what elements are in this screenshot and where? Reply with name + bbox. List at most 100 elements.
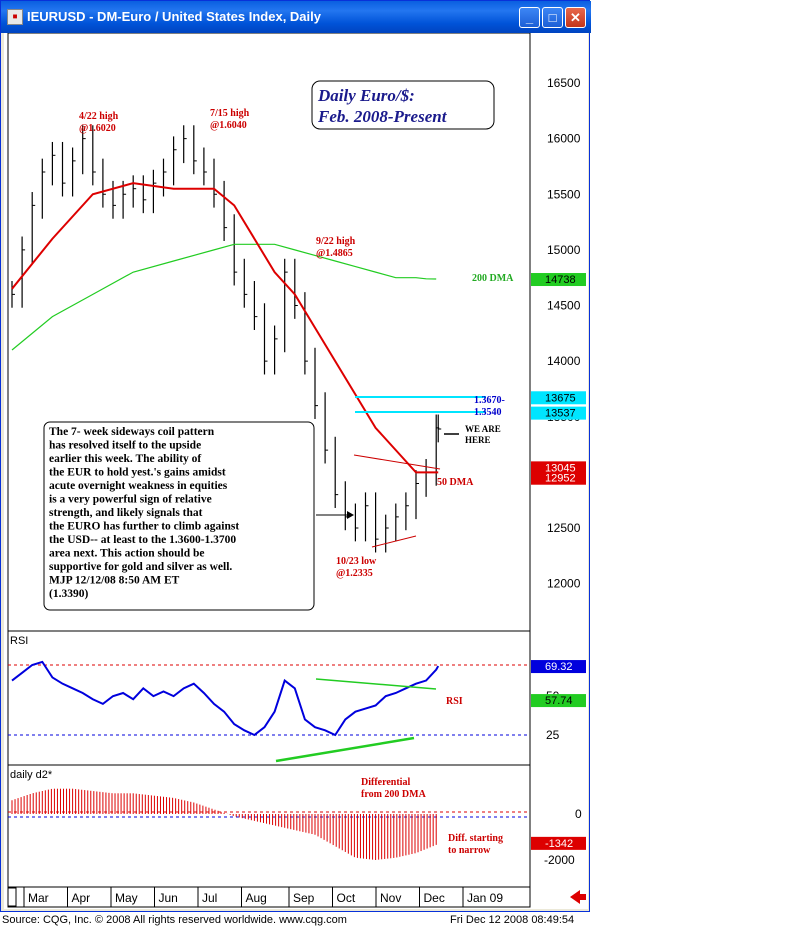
oct-low-label: 10/23 low	[336, 556, 377, 567]
rsi-line	[11, 660, 440, 737]
commentary-line: MJP 12/12/08 8:50 AM ET	[49, 575, 180, 587]
ma50-label: 50 DMA	[437, 477, 474, 488]
commentary-text: The 7- week sideways coil pattern has res…	[49, 426, 239, 600]
commentary-line: The 7- week sideways coil pattern	[49, 426, 215, 438]
scroll-arrow-icon[interactable]	[570, 890, 586, 904]
commentary-line: (1.3390)	[49, 588, 88, 600]
x-tick-label: Jun	[159, 891, 178, 905]
oct-low-value: @1.2335	[336, 568, 373, 579]
diff-tick-label: -2000	[544, 853, 575, 867]
sep-high-label: 9/22 high	[316, 236, 356, 247]
moving-averages	[11, 182, 439, 474]
y-tick-label: 15000	[547, 243, 581, 257]
right-label-text: 14738	[545, 274, 576, 286]
title-box	[311, 80, 495, 130]
commentary-line: the EUR to hold yest.'s gains amidst	[49, 467, 226, 479]
commentary-line: has resolved itself to the upside	[49, 440, 201, 452]
commentary-line: earlier this week. The ability of	[49, 453, 201, 465]
app-icon: ▪	[7, 9, 23, 25]
we-are-here-line1: WE ARE	[465, 424, 501, 434]
right-label-text: 12952	[545, 473, 576, 485]
rsi-lower-trendline	[275, 736, 415, 763]
diff-series	[11, 788, 437, 860]
title-bar[interactable]: ▪ IEURUSD - DM-Euro / United States Inde…	[1, 1, 591, 33]
narrow-label-2: to narrow	[448, 845, 491, 856]
ma200-label: 200 DMA	[472, 273, 514, 284]
commentary-arrowhead	[347, 511, 354, 519]
right-label-box	[531, 391, 586, 405]
rsi-upper-trendline	[315, 678, 437, 690]
commentary-line: area next. This action should be	[49, 548, 205, 560]
diff-panel	[7, 764, 531, 888]
price-series	[11, 125, 442, 553]
right-label-box	[531, 836, 586, 850]
right-label-text: 57.74	[545, 695, 573, 707]
right-label-text: 13537	[545, 408, 576, 420]
sep-high-value: @1.4865	[316, 248, 353, 259]
y-tick-label: 14500	[547, 299, 581, 313]
narrow-label-1: Diff. starting	[448, 833, 503, 844]
x-tick-label: Dec	[424, 891, 445, 905]
rsi-series	[11, 660, 440, 737]
x-axis-ticks: Mar Apr May Jun Jul Aug Sep Oct Nov Dec Jan 09	[23, 887, 503, 907]
chart-window: ▪ IEURUSD - DM-Euro / United States Inde…	[0, 0, 591, 912]
y-tick-label: 15500	[547, 187, 581, 201]
y-tick-label: 16000	[547, 132, 581, 146]
y-tick-label: 14000	[547, 354, 581, 368]
x-tick-label: Mar	[28, 891, 49, 905]
right-label-box	[531, 471, 586, 485]
diff-tick-label: 0	[575, 807, 582, 821]
right-label-text: 13045	[545, 462, 576, 474]
commentary-line: the EURO has further to climb against	[49, 521, 239, 533]
x-tick-label: Sep	[293, 891, 315, 905]
right-label-box	[531, 660, 586, 674]
footer: Source: CQG, Inc. © 2008 All rights rese…	[0, 912, 808, 930]
coil-upper-line	[353, 454, 441, 470]
res-label-1: 1.3670-	[474, 395, 505, 406]
x-tick-label: Oct	[337, 891, 356, 905]
rsi-label: RSI	[446, 696, 463, 707]
right-label-text: 13675	[545, 392, 576, 404]
x-tick-label: Aug	[246, 891, 267, 905]
commentary-line: the USD-- at least to the 1.3600-1.3700	[49, 534, 236, 546]
we-are-here-line2: HERE	[465, 435, 491, 445]
x-tick-label: Jul	[202, 891, 217, 905]
commentary-line: is a very powerful sign of relative	[49, 494, 212, 506]
maximize-button[interactable]: □	[542, 7, 563, 28]
x-tick-label: Nov	[380, 891, 401, 905]
minimize-button[interactable]: _	[519, 7, 540, 28]
commentary-line: supportive for gold and silver as well.	[49, 561, 232, 573]
jul-high-value: @1.6040	[210, 120, 247, 131]
commentary-box	[43, 421, 315, 611]
footer-timestamp: Fri Dec 12 2008 08:49:54	[450, 914, 575, 926]
ma50-line	[11, 182, 439, 474]
y-tick-label: 16500	[547, 76, 581, 90]
right-label-box	[531, 273, 586, 287]
diff-panel-title: daily d2*	[10, 769, 53, 781]
coil-lower-line	[371, 535, 417, 548]
rsi-panel-title: RSI	[10, 635, 28, 647]
apr-high-label: 4/22 high	[79, 111, 119, 122]
x-tick-label: Apr	[72, 891, 91, 905]
chart-title: Daily Euro/$:	[317, 86, 415, 105]
right-label-box	[531, 694, 586, 708]
right-label-box	[531, 406, 586, 420]
chart-subtitle: Feb. 2008-Present	[317, 107, 448, 126]
rsi-tick-label: 25	[546, 728, 560, 742]
y-tick-label: 12000	[547, 577, 581, 591]
y-tick-label: 12500	[547, 521, 581, 535]
right-label-text: -1342	[545, 838, 573, 850]
scroll-left-handle[interactable]	[7, 887, 17, 907]
commentary-line: acute overnight weakness in equities	[49, 480, 228, 492]
res-label-2: 1.3540	[474, 407, 502, 418]
chart-svg: 1.3670- 1.3540 Daily Euro/$: Feb. 2008-P…	[7, 32, 586, 908]
apr-high-value: @1.6020	[79, 123, 116, 134]
chart-area: 1.3670- 1.3540 Daily Euro/$: Feb. 2008-P…	[4, 32, 588, 909]
x-tick-label: Jan 09	[467, 891, 503, 905]
x-tick-label: May	[115, 891, 138, 905]
diff-label-2: from 200 DMA	[361, 789, 427, 800]
close-button[interactable]: ✕	[565, 7, 586, 28]
right-label-text: 69.32	[545, 661, 573, 673]
right-label-box	[531, 461, 586, 475]
